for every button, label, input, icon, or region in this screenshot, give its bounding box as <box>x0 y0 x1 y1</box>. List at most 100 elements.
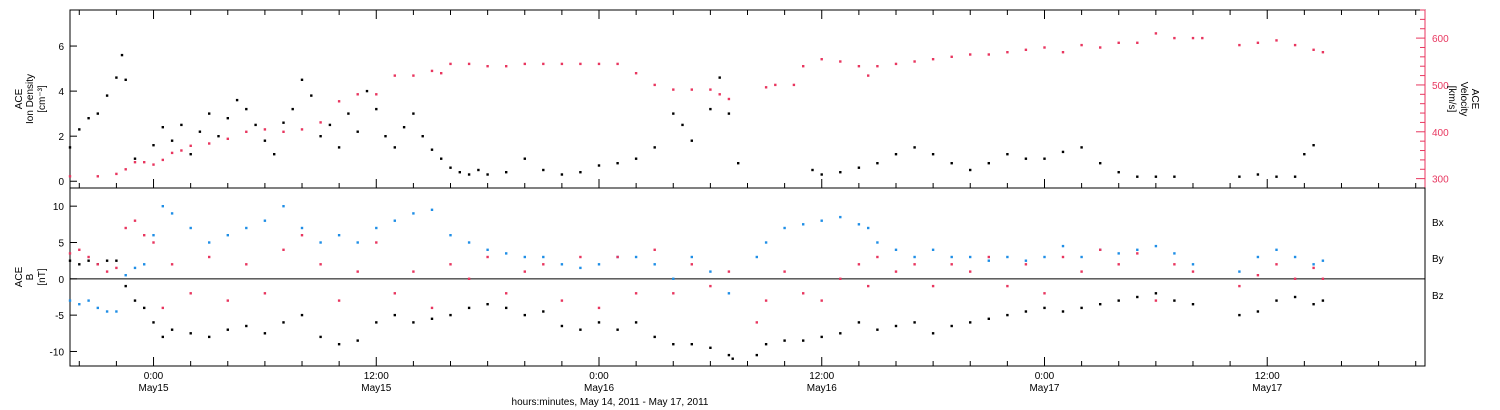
by-point-51 <box>894 248 898 251</box>
x-tick-time-label-4: 0:00 <box>1035 371 1055 382</box>
bz-point-18 <box>300 234 304 237</box>
ion-density-point-38 <box>421 135 424 138</box>
velocity-point-41 <box>727 97 731 101</box>
velocity-point-35 <box>634 72 638 75</box>
bx-point-1 <box>78 263 81 266</box>
bz-point-48 <box>857 263 861 266</box>
ion-density-point-88 <box>1312 144 1315 147</box>
legend-by: By <box>1432 254 1444 265</box>
velocity-point-27 <box>486 65 489 68</box>
top-left-tick-label-0: 0 <box>58 177 64 188</box>
velocity-series <box>68 32 1325 178</box>
bx-point-26 <box>449 313 452 317</box>
velocity-point-14 <box>263 128 267 131</box>
by-point-33 <box>579 266 582 270</box>
bx-point-4 <box>105 259 109 262</box>
velocity-point-49 <box>867 74 870 77</box>
by-point-18 <box>300 226 304 230</box>
ion-density-point-46 <box>505 171 508 174</box>
bx-point-37 <box>653 335 656 339</box>
velocity-point-11 <box>208 142 211 145</box>
ion-density-point-48 <box>542 168 545 172</box>
bz-point-40 <box>709 284 712 288</box>
velocity-point-57 <box>1006 51 1009 54</box>
bz-point-49 <box>867 284 870 288</box>
by-point-31 <box>542 255 545 259</box>
ion-density-point-71 <box>969 168 972 172</box>
ion-density-point-32 <box>365 89 369 93</box>
velocity-point-9 <box>180 149 183 152</box>
bx-point-12 <box>189 332 192 335</box>
bx-point-38 <box>672 343 675 346</box>
velocity-point-72 <box>1293 43 1297 47</box>
bx-point-14 <box>226 328 229 331</box>
ion-density-point-27 <box>319 135 322 138</box>
top-left-tick-label-4: 4 <box>58 87 64 98</box>
bx-point-22 <box>375 321 378 324</box>
bz-point-35 <box>616 255 619 259</box>
bz-point-32 <box>560 299 564 302</box>
ion-density-point-62 <box>811 168 814 172</box>
velocity-point-60 <box>1061 51 1065 54</box>
by-point-52 <box>913 255 916 259</box>
top-right-tick-label-600: 600 <box>1432 34 1449 45</box>
bottom-left-tick-label--10: -10 <box>50 347 65 358</box>
velocity-point-32 <box>579 62 582 66</box>
by-point-68 <box>1238 270 1241 273</box>
velocity-point-12 <box>226 137 229 140</box>
bz-point-70 <box>1275 263 1278 266</box>
velocity-point-63 <box>1117 41 1120 44</box>
x-tick-day-label-4: May17 <box>1029 383 1059 394</box>
velocity-point-19 <box>356 93 359 96</box>
by-point-27 <box>467 241 471 244</box>
bz-point-19 <box>319 263 322 266</box>
bx-point-34 <box>597 321 601 324</box>
by-point-66 <box>1173 252 1176 255</box>
bz-point-67 <box>1191 270 1195 273</box>
by-point-70 <box>1275 248 1278 251</box>
by-point-57 <box>1006 255 1009 259</box>
by-point-46 <box>820 219 823 222</box>
bx-point-20 <box>337 343 341 346</box>
bx-point-43 <box>755 353 758 357</box>
velocity-point-61 <box>1080 43 1083 47</box>
bz-point-1 <box>78 248 81 251</box>
velocity-point-53 <box>931 58 935 61</box>
bz-point-10 <box>161 306 164 310</box>
by-point-48 <box>857 223 861 226</box>
velocity-point-69 <box>1238 43 1241 47</box>
bz-point-27 <box>467 277 471 280</box>
ion-density-point-80 <box>1136 175 1139 178</box>
top-left-ylabel-line-2: Ion Density <box>25 74 36 124</box>
ion-density-point-50 <box>579 171 582 174</box>
ion-density-point-67 <box>894 153 898 156</box>
velocity-point-2 <box>115 172 118 176</box>
bz-point-54 <box>950 263 953 266</box>
velocity-point-16 <box>300 128 304 131</box>
bz-point-59 <box>1043 292 1046 295</box>
bx-point-72 <box>1312 303 1315 306</box>
bx-point-54 <box>950 324 953 328</box>
by-point-3 <box>96 306 99 310</box>
bz-point-63 <box>1117 263 1120 266</box>
velocity-point-43 <box>774 83 777 87</box>
velocity-point-25 <box>449 62 452 66</box>
bx-point-16 <box>263 332 267 335</box>
bottom-left-tick-label-5: 5 <box>58 238 64 249</box>
by-point-23 <box>393 219 396 222</box>
by-point-59 <box>1043 255 1046 259</box>
ion-density-point-83 <box>1238 175 1241 178</box>
ion-density-point-11 <box>170 139 174 142</box>
by-point-21 <box>356 241 359 244</box>
bx-point-44 <box>764 343 768 346</box>
velocity-point-26 <box>467 62 471 66</box>
ion-density-point-7 <box>124 78 127 81</box>
bz-point-9 <box>152 241 155 244</box>
velocity-point-8 <box>170 151 174 155</box>
ion-density-point-56 <box>681 123 684 127</box>
velocity-point-65 <box>1154 32 1158 35</box>
bx-point-19 <box>319 335 322 339</box>
by-point-20 <box>337 234 341 237</box>
top-right-tick-label-500: 500 <box>1432 81 1449 92</box>
bz-point-8 <box>143 234 146 237</box>
